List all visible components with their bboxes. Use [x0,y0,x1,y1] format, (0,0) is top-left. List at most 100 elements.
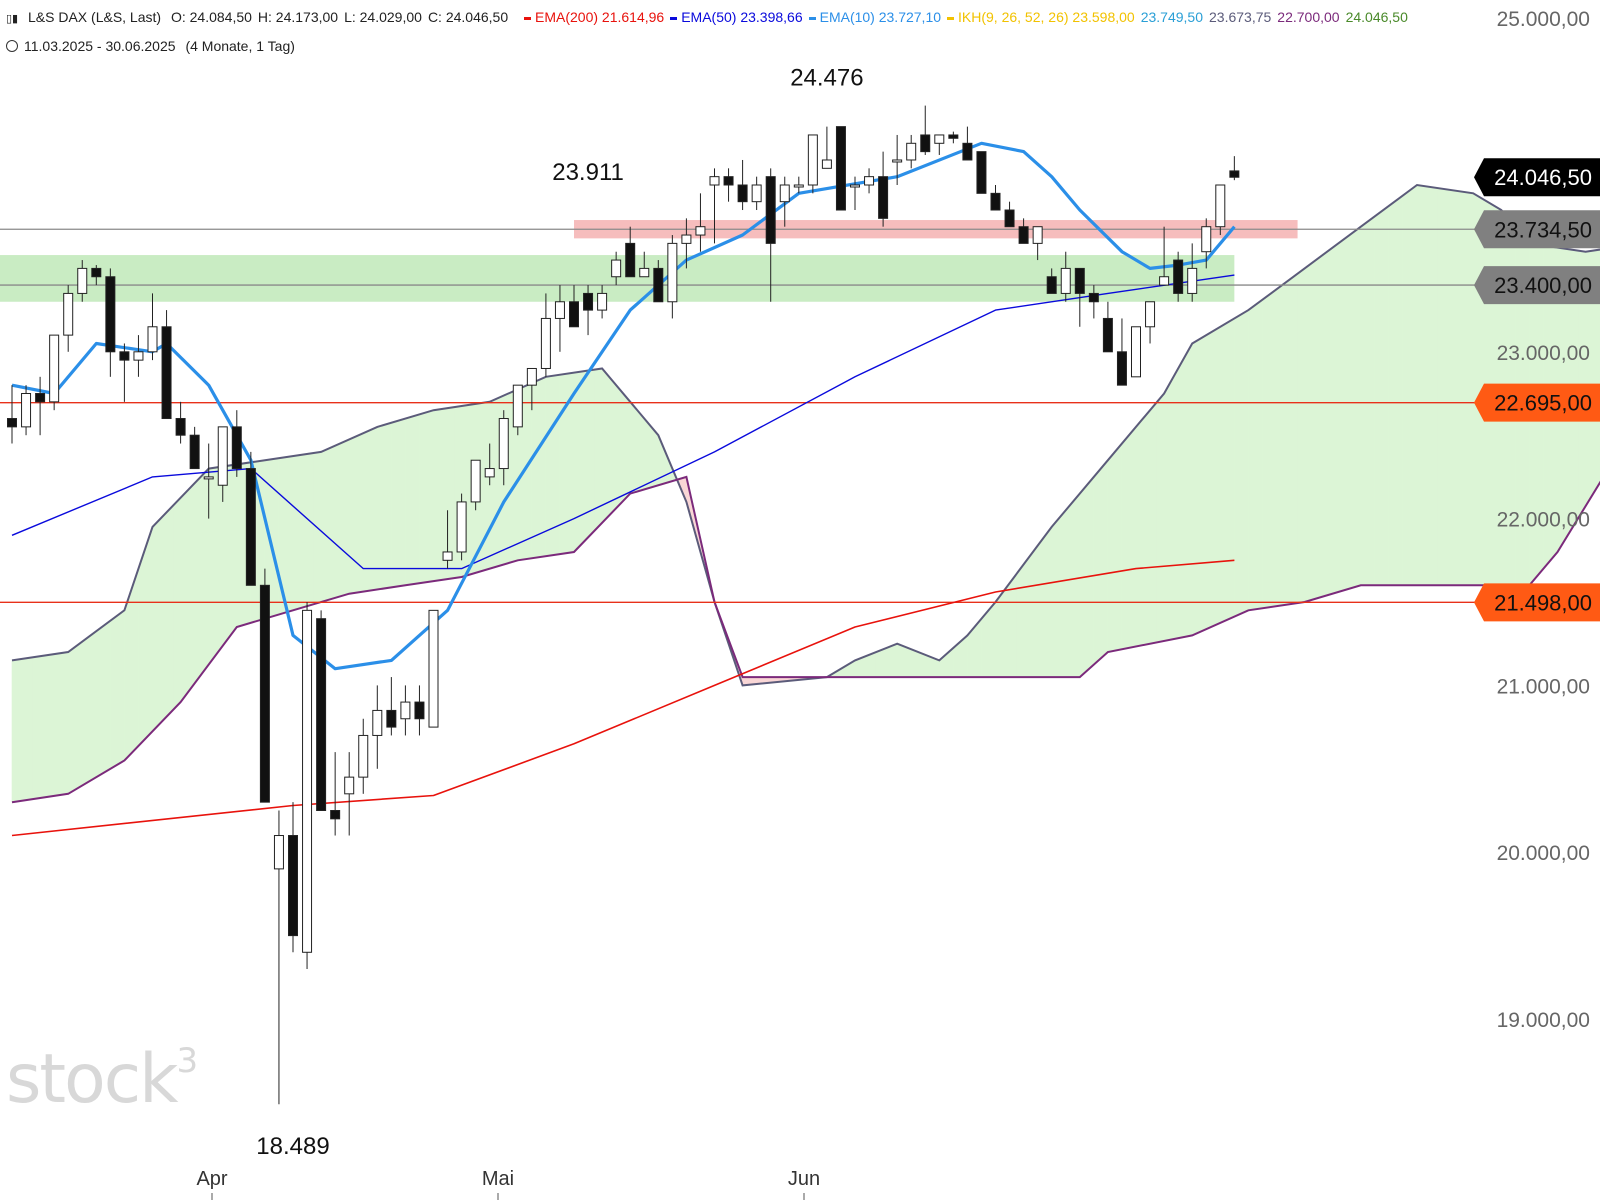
candle[interactable] [850,176,860,211]
candle[interactable] [569,285,579,328]
candle[interactable] [442,510,453,569]
candle[interactable] [344,752,355,836]
candle[interactable] [976,151,987,194]
candle[interactable] [583,285,594,336]
candle[interactable] [35,376,46,436]
candle[interactable] [498,410,509,486]
candle[interactable] [1159,226,1170,286]
candle[interactable] [639,251,650,278]
candle[interactable] [414,685,425,736]
candle[interactable] [330,752,341,836]
candle[interactable] [723,168,734,202]
candle[interactable] [49,334,60,411]
legend-ema-1[interactable]: EMA(50) 23.398,66 [670,9,803,25]
candle[interactable] [835,126,846,211]
candle[interactable] [400,685,411,736]
candle[interactable] [625,226,636,278]
candle[interactable] [1018,218,1029,244]
candle[interactable] [217,426,228,502]
candle[interactable] [119,343,130,402]
candle-body-up [512,384,523,428]
candle[interactable] [793,176,804,194]
candle[interactable] [1102,301,1113,353]
candle[interactable] [920,105,931,155]
candle[interactable] [358,718,369,794]
candle[interactable] [7,385,17,444]
candle[interactable] [147,293,158,361]
candle[interactable] [302,602,313,969]
candle[interactable] [948,131,959,144]
candle[interactable] [892,134,903,185]
candle[interactable] [456,493,467,561]
candle[interactable] [428,609,439,728]
candle[interactable] [1173,251,1184,302]
candle[interactable] [1088,285,1099,319]
candle[interactable] [765,168,776,302]
legend-ema-2[interactable]: EMA(10) 23.727,10 [808,9,941,25]
candle[interactable] [1145,301,1156,344]
candle[interactable] [372,685,383,769]
candle[interactable] [709,168,720,244]
candle[interactable] [1074,267,1085,327]
candle[interactable] [681,218,692,269]
candle[interactable] [667,235,678,319]
candle[interactable] [878,151,889,227]
candles[interactable] [7,105,1240,1105]
candle[interactable] [63,285,74,352]
candle[interactable] [105,268,116,377]
candle[interactable] [611,251,622,286]
candle[interactable] [161,310,172,420]
candle[interactable] [526,367,537,411]
candle[interactable] [273,810,284,1105]
candle[interactable] [259,568,270,803]
candle[interactable] [245,451,256,586]
candle[interactable] [1131,326,1141,378]
candle[interactable] [737,159,748,211]
cloud-segment [1156,392,1165,643]
candle[interactable] [1187,243,1198,302]
candle[interactable] [1215,184,1226,236]
candle[interactable] [470,459,481,511]
candle[interactable] [934,134,945,155]
candle[interactable] [807,134,818,194]
candle[interactable] [288,802,298,953]
candle[interactable] [133,335,144,377]
candle[interactable] [864,168,875,194]
legend-ikh-3[interactable]: IKH(9, 26, 52, 26) 23.598,00 [947,9,1135,25]
candle-body-up [1159,276,1170,286]
candle[interactable] [906,134,917,169]
candle[interactable] [751,176,762,211]
candle[interactable] [21,385,32,436]
candle[interactable] [77,260,88,302]
cloud-segment [285,455,294,613]
candle[interactable] [1046,268,1057,294]
legend-ema-0[interactable]: EMA(200) 21.614,96 [524,9,664,25]
candle[interactable] [316,610,327,811]
instrument-name[interactable]: L&S DAX (L&S, Last) [28,9,162,25]
candle[interactable] [597,285,608,319]
candle[interactable] [1229,156,1240,181]
candle[interactable] [695,193,706,252]
candle[interactable] [175,401,186,444]
candlestick-icon[interactable]: ▯▮ [6,13,19,25]
candle[interactable] [962,126,973,161]
candle[interactable] [554,285,565,352]
candle[interactable] [1004,201,1015,228]
candle[interactable] [386,677,397,736]
candle[interactable] [203,443,214,519]
candle[interactable] [484,443,495,486]
candle[interactable] [779,176,790,227]
candle[interactable] [1032,226,1043,261]
candle[interactable] [189,426,200,470]
candle[interactable] [512,384,523,436]
candle[interactable] [990,185,1001,211]
candle[interactable] [653,260,664,303]
candle[interactable] [1060,251,1071,302]
candle[interactable] [231,410,242,477]
candle[interactable] [821,126,832,169]
candle[interactable] [1201,218,1212,269]
candle[interactable] [91,265,102,286]
candle[interactable] [540,293,551,377]
candle[interactable] [1116,318,1127,386]
